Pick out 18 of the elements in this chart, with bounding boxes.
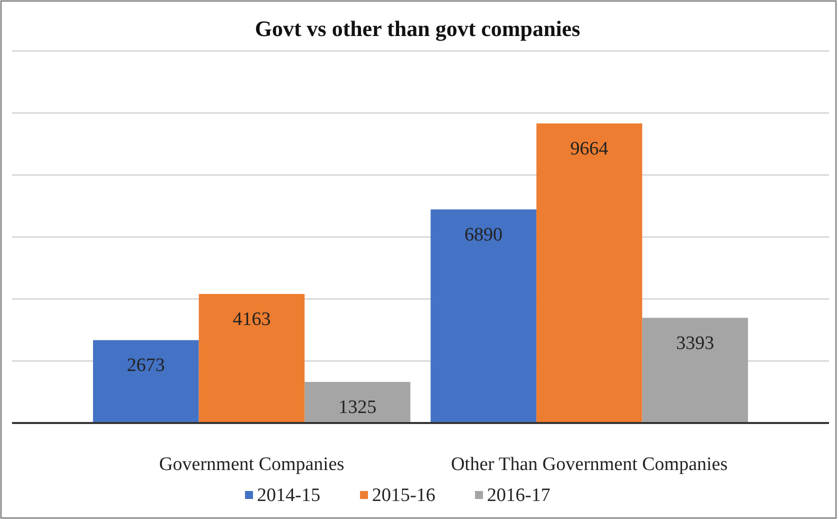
- data-label: 9664: [570, 138, 609, 160]
- bar: [642, 318, 748, 423]
- chart-title: Govt vs other than govt companies: [254, 16, 581, 41]
- bar: [198, 294, 305, 423]
- x-tick-label: Government Companies: [159, 454, 344, 475]
- legend-label: 2016-17: [487, 485, 550, 506]
- data-label: 2673: [126, 355, 165, 376]
- x-tick-label: Other Than Government Companies: [450, 454, 728, 475]
- legend-label: 2014-15: [257, 485, 320, 506]
- bar: [304, 382, 410, 423]
- data-label: 1325: [338, 396, 376, 418]
- data-label: 3393: [676, 332, 714, 354]
- bar: [536, 123, 642, 423]
- bar: [93, 340, 199, 423]
- data-label: 4163: [232, 308, 271, 330]
- legend-label: 2015-16: [372, 485, 436, 506]
- bar: [430, 209, 536, 423]
- data-label: 6890: [464, 224, 503, 246]
